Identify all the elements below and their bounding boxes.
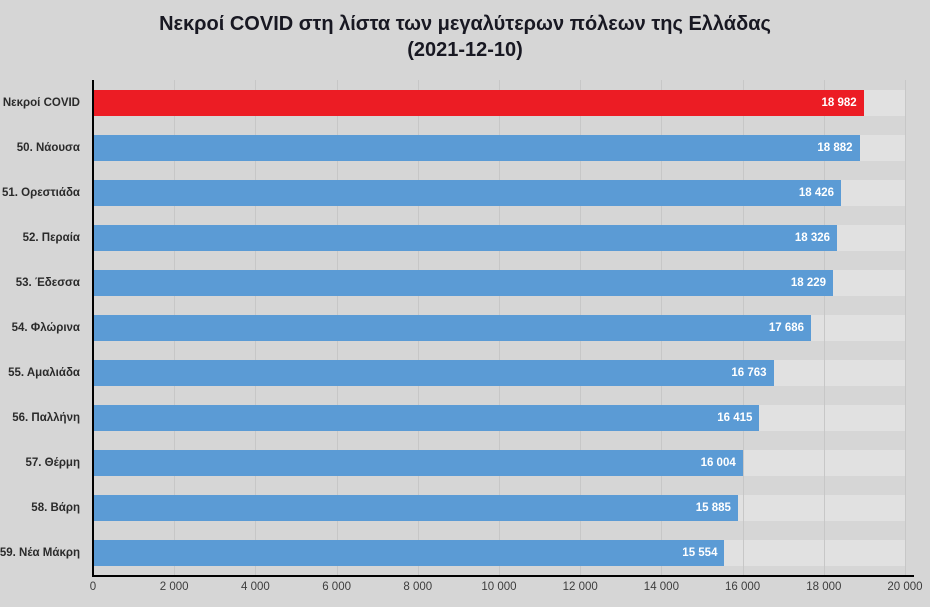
category-label: 58. Βάρη — [31, 501, 80, 514]
gridline — [823, 80, 825, 575]
value-label: 17 686 — [768, 321, 805, 334]
x-tick-label: 0 — [89, 581, 97, 593]
bar-row-10: 15 554 — [93, 539, 725, 566]
value-label: 18 326 — [794, 231, 831, 244]
x-axis-line — [92, 575, 914, 577]
category-label: Νεκροί COVID — [2, 96, 80, 109]
x-tick-label: 14 000 — [643, 581, 679, 593]
x-tick-label: 20 000 — [887, 581, 923, 593]
bar-row-7: 16 415 — [93, 404, 760, 431]
bar-row-5: 17 686 — [93, 314, 812, 341]
x-tick-label: 10 000 — [481, 581, 517, 593]
x-tick-label: 18 000 — [806, 581, 842, 593]
bar-row-2: 18 426 — [93, 179, 842, 206]
value-label: 18 882 — [817, 141, 853, 154]
value-label: 15 885 — [695, 501, 731, 514]
x-tick-label: 8 000 — [403, 581, 433, 593]
value-label: 18 229 — [790, 276, 827, 289]
bar-row-8: 16 004 — [93, 449, 743, 476]
x-tick-label: 12 000 — [562, 581, 598, 593]
chart-subtitle: (2021-12-10) — [407, 39, 523, 61]
bar-row-3: 18 326 — [93, 224, 838, 251]
value-label: 15 554 — [682, 546, 718, 559]
bar-row-4: 18 229 — [93, 269, 834, 296]
category-label: 59. Νέα Μάκρη — [0, 546, 80, 559]
bar-row-1: 18 882 — [93, 134, 860, 161]
value-label: 16 763 — [731, 366, 767, 379]
y-axis-line — [92, 80, 94, 576]
category-label: 52. Περαία — [22, 231, 80, 244]
bar-row-9: 15 885 — [93, 494, 738, 521]
x-tick-label: 4 000 — [241, 581, 270, 593]
x-tick-label: 6 000 — [322, 581, 351, 593]
chart-title: Νεκροί COVID στη λίστα των μεγαλύτερων π… — [159, 13, 771, 35]
x-tick-label: 2 000 — [159, 581, 189, 593]
category-label: 57. Θέρμη — [25, 456, 81, 469]
category-label: 53. Έδεσσα — [15, 276, 80, 289]
value-axis: 0 2 000 4 000 6 000 8 000 10 000 12 000 14 000 1… — [89, 581, 923, 597]
category-label: 55. Αμαλιάδα — [8, 366, 80, 379]
value-label: 16 415 — [717, 411, 753, 424]
plot-area: 18 982 18 882 18 426 18 326 18 229 17 686 16 7… — [93, 80, 906, 575]
value-label: 18 982 — [821, 96, 857, 109]
gridline — [905, 80, 906, 575]
value-label: 18 426 — [798, 186, 835, 199]
category-label: 50. Νάουσα — [16, 141, 80, 154]
category-label: 54. Φλώρινα — [11, 321, 80, 334]
value-label: 16 004 — [700, 456, 736, 469]
bar-row-0: 18 982 — [93, 89, 864, 116]
x-tick-label: 16 000 — [725, 581, 761, 593]
category-label: 56. Παλλήνη — [12, 411, 80, 424]
category-axis: Νεκροί COVID 50. Νάουσα 51. Ορεστιάδα 52. Π… — [0, 80, 86, 575]
category-label: 51. Ορεστιάδα — [1, 186, 80, 199]
bar-row-6: 16 763 — [93, 359, 774, 386]
